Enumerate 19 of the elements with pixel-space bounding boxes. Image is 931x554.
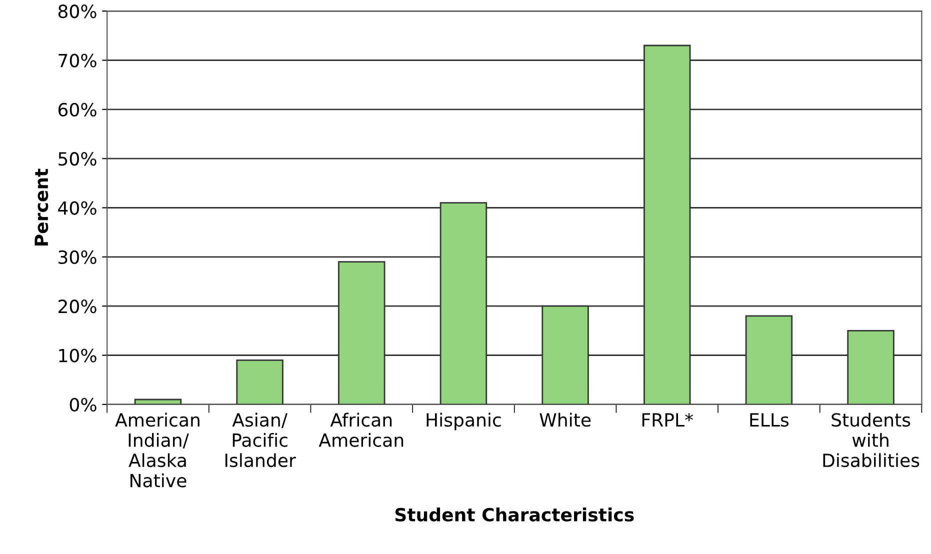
y-tick-label: 80% [58,4,96,18]
x-tick-label: Hispanic [426,412,501,430]
x-tick-label: African American [318,412,404,447]
y-tick-label: 20% [58,300,96,314]
y-tick-label: 70% [58,54,96,68]
x-tick-label: White [540,412,591,427]
y-tick-label: 50% [58,152,96,166]
x-tick-label: FRPL* [642,413,694,426]
y-tick-label: 10% [59,348,96,362]
x-tick-label: American Indian/ Alaska Native [115,412,200,488]
x-tick-label: ELLs [750,413,789,427]
y-tick-label: 60% [58,102,96,117]
y-tick-label: 30% [58,250,96,264]
y-tick-label: 40% [58,201,96,215]
x-axis-title: Student Characteristics [395,508,634,522]
y-axis-title: Percent [34,168,48,246]
x-tick-label: Asian/ Pacific Islander [225,412,296,468]
y-tick-label: 0% [70,398,96,412]
x-tick-label: Students with Disabilities [823,412,920,468]
